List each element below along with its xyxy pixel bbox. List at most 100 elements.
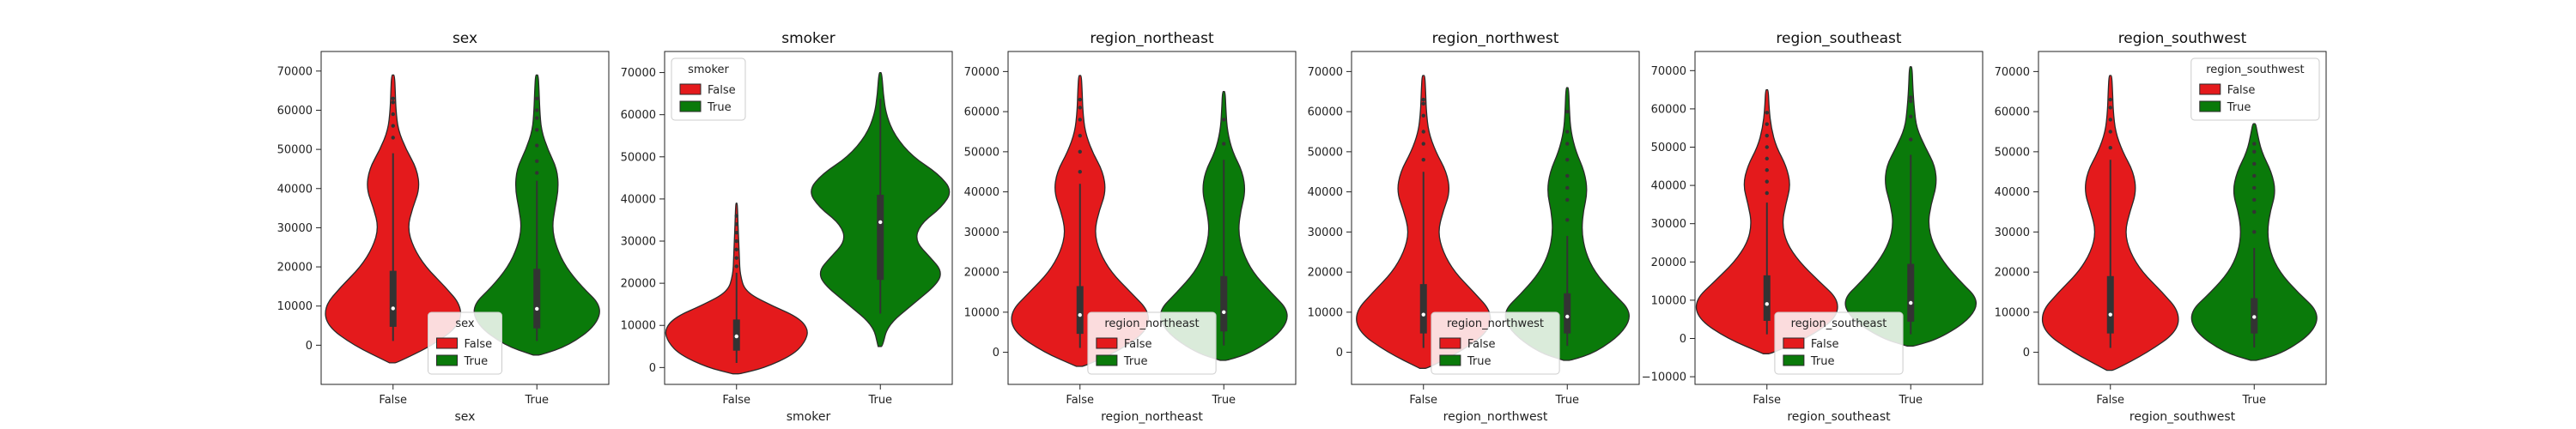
x-tick-label: False bbox=[1409, 394, 1437, 407]
outlier-point bbox=[1909, 99, 1913, 104]
outlier-point bbox=[1909, 95, 1913, 100]
legend-entry: False bbox=[2227, 84, 2256, 97]
outlier-point bbox=[2108, 106, 2112, 110]
outlier-point bbox=[1765, 122, 1769, 126]
median-marker bbox=[1078, 312, 1082, 317]
outlier-point bbox=[1421, 142, 1425, 146]
outlier-point bbox=[391, 112, 395, 117]
y-tick-label: 40000 bbox=[621, 193, 656, 206]
y-tick-label: 40000 bbox=[1995, 186, 2030, 199]
y-tick-label: 60000 bbox=[277, 105, 313, 118]
legend-swatch-true bbox=[1439, 354, 1461, 366]
outlier-point bbox=[2252, 197, 2257, 202]
x-tick-label: False bbox=[2096, 394, 2124, 407]
legend-entry: True bbox=[1467, 355, 1492, 368]
axes-frame bbox=[1007, 51, 1297, 385]
legend-swatch-true bbox=[1783, 354, 1805, 366]
axes-frame bbox=[1351, 51, 1640, 385]
outlier-point bbox=[1565, 173, 1570, 178]
legend-swatch-false bbox=[1439, 337, 1461, 349]
y-tick-label: 30000 bbox=[964, 227, 999, 239]
outlier-point bbox=[1565, 142, 1570, 146]
panel-region_southeast: region_southeast −10000 0 10000 20000 30000 40… bbox=[1642, 30, 1984, 424]
legend-swatch-false bbox=[1783, 337, 1805, 349]
axes-frame bbox=[664, 51, 953, 385]
y-tick-label: 20000 bbox=[1995, 267, 2030, 280]
outlier-point bbox=[734, 214, 738, 218]
legend-entry: True bbox=[707, 101, 732, 114]
x-axis-title: region_southwest bbox=[2129, 410, 2236, 424]
y-tick-label: 20000 bbox=[621, 278, 656, 291]
y-tick-label: 30000 bbox=[277, 222, 313, 235]
legend-swatch-true bbox=[679, 100, 702, 112]
violin-true bbox=[2190, 123, 2318, 361]
legend-box bbox=[1431, 311, 1560, 375]
x-axis-title: region_northeast bbox=[1101, 410, 1203, 424]
median-marker bbox=[878, 220, 883, 225]
x-tick-label: True bbox=[1898, 394, 1923, 407]
outlier-point bbox=[535, 143, 539, 148]
outlier-point bbox=[1565, 130, 1570, 134]
y-tick-label: 50000 bbox=[277, 144, 313, 157]
panel-title: region_northeast bbox=[1090, 30, 1214, 47]
median-marker bbox=[1565, 314, 1570, 319]
y-tick-label: 10000 bbox=[1651, 294, 1686, 307]
outlier-point bbox=[1421, 113, 1425, 118]
outlier-point bbox=[734, 222, 738, 227]
outlier-point bbox=[1765, 111, 1769, 115]
y-tick-label: 70000 bbox=[277, 65, 313, 78]
outlier-point bbox=[1765, 156, 1769, 161]
median-marker bbox=[1222, 310, 1226, 315]
outlier-point bbox=[1909, 114, 1913, 119]
outlier-point bbox=[1565, 197, 1570, 202]
y-tick-label: 60000 bbox=[1651, 103, 1686, 116]
outlier-point bbox=[2108, 145, 2112, 150]
y-tick-label: 70000 bbox=[1308, 66, 1343, 79]
outlier-point bbox=[1421, 130, 1425, 134]
iqr-box bbox=[877, 194, 884, 281]
legend: smoker False True bbox=[671, 57, 746, 121]
outlier-point bbox=[2252, 142, 2257, 146]
y-tick-label: 70000 bbox=[621, 67, 656, 80]
outlier-point bbox=[1078, 97, 1082, 102]
outlier-point bbox=[1222, 118, 1226, 122]
outlier-point bbox=[1765, 168, 1769, 172]
x-axis-title: sex bbox=[455, 410, 476, 424]
y-tick-label: 70000 bbox=[964, 66, 999, 79]
legend-title: region_northeast bbox=[1104, 317, 1199, 330]
outlier-point bbox=[1565, 109, 1570, 114]
y-tick-label: 40000 bbox=[1308, 186, 1343, 199]
outlier-point bbox=[734, 264, 738, 269]
y-tick-label: 0 bbox=[1680, 333, 1686, 346]
outlier-point bbox=[535, 171, 539, 175]
legend-entry: True bbox=[2227, 101, 2251, 114]
legend-entry: False bbox=[708, 84, 736, 97]
legend: sex False True bbox=[428, 311, 502, 375]
outlier-point bbox=[535, 96, 539, 100]
outlier-point bbox=[2108, 97, 2112, 102]
panel-title: region_southwest bbox=[2118, 30, 2247, 47]
y-tick-label: 20000 bbox=[277, 262, 313, 275]
iqr-box bbox=[389, 270, 397, 327]
legend-entry: False bbox=[1467, 338, 1496, 351]
y-tick-label: 30000 bbox=[621, 236, 656, 249]
y-tick-label: 50000 bbox=[1308, 146, 1343, 159]
legend: region_northwest False True bbox=[1431, 311, 1560, 375]
outlier-point bbox=[734, 256, 738, 260]
y-tick-label: 40000 bbox=[277, 183, 313, 196]
y-tick-label: 40000 bbox=[1651, 180, 1686, 193]
outlier-point bbox=[2108, 130, 2112, 134]
y-tick-label: 10000 bbox=[1995, 306, 2030, 319]
legend-box bbox=[1087, 311, 1217, 375]
outlier-point bbox=[1421, 101, 1425, 106]
panel-region_northeast: region_northeast 0 10000 20000 30000 40000 500… bbox=[964, 30, 1297, 424]
y-tick-label: 20000 bbox=[964, 267, 999, 280]
outlier-point bbox=[1078, 149, 1082, 154]
legend-entry: False bbox=[1811, 338, 1839, 351]
outlier-point bbox=[1565, 185, 1570, 190]
outlier-point bbox=[535, 159, 539, 164]
x-tick-label: True bbox=[524, 394, 549, 407]
iqr-box bbox=[1907, 263, 1915, 322]
y-tick-label: 70000 bbox=[1995, 66, 2030, 79]
